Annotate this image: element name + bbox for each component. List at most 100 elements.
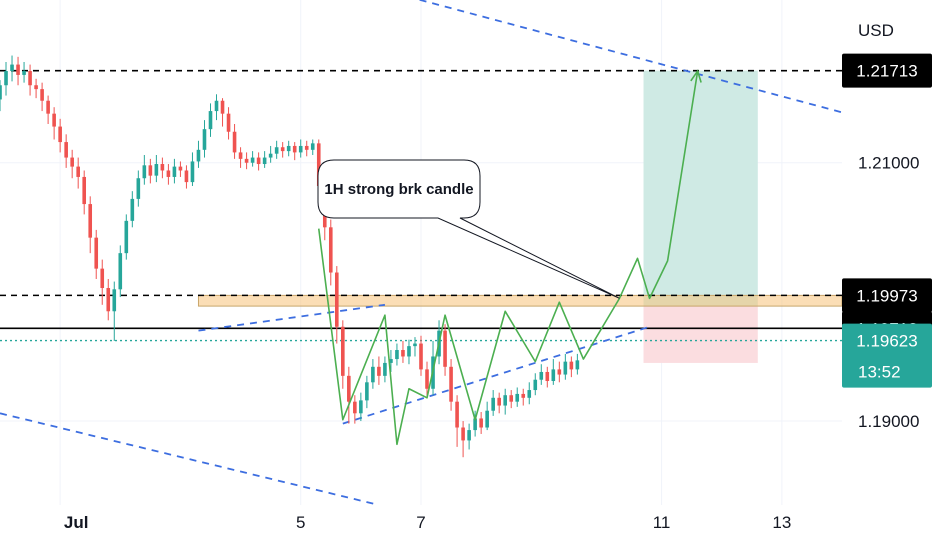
candle-body — [485, 410, 489, 428]
candle-body — [557, 369, 562, 375]
candle-body — [563, 361, 568, 375]
candle-body — [328, 227, 333, 273]
candle-body — [509, 395, 514, 402]
candle-body — [250, 157, 255, 163]
candle-body — [521, 393, 526, 398]
candle-body — [467, 430, 471, 441]
candle-body — [262, 157, 267, 165]
candle-body — [419, 343, 423, 370]
candle-body — [52, 113, 56, 127]
projection-path[interactable] — [317, 69, 702, 446]
candle-body — [425, 369, 429, 389]
candle-body — [515, 393, 520, 402]
candle-body — [160, 164, 165, 171]
long-position-tool[interactable] — [643, 70, 758, 363]
candle-body — [112, 289, 117, 312]
time-tick-label: 13 — [772, 513, 791, 532]
candle-body — [136, 178, 141, 199]
candle-body — [479, 418, 483, 428]
price-badge-value: 1.21713 — [856, 62, 917, 81]
candle-body — [94, 237, 99, 269]
candle-body — [286, 145, 291, 152]
candle-body — [377, 366, 381, 376]
candle-body — [539, 371, 544, 380]
candle-body — [58, 126, 62, 143]
callout-text: 1H strong brk candle — [324, 181, 473, 198]
stop-area — [643, 306, 758, 363]
breakout-zone-rect — [197, 294, 843, 307]
candle-body — [40, 89, 44, 101]
price-badge-value: 1.19973 — [856, 286, 917, 305]
candle-body — [22, 71, 26, 75]
candle-body — [491, 397, 495, 411]
projection-polyline — [317, 70, 699, 446]
candle-body — [575, 360, 580, 370]
candle-body — [371, 366, 375, 383]
candle-body — [443, 330, 447, 367]
price-badge-value: 1.19623 — [856, 332, 917, 351]
candle-body — [178, 166, 183, 171]
candle-body — [148, 165, 153, 176]
candle-body — [100, 268, 105, 289]
candle-body — [232, 131, 237, 153]
price-badge-target — [842, 53, 932, 88]
profit-area — [643, 70, 758, 307]
candle-body — [142, 165, 147, 179]
countdown-timer: 13:52 — [858, 363, 901, 382]
price-tick-label: 1.21000 — [858, 154, 919, 173]
candle-body — [473, 418, 477, 431]
time-tick-label: Jul — [64, 513, 89, 532]
candle-body — [407, 346, 411, 357]
trendline — [198, 303, 386, 332]
candle-body — [88, 204, 93, 238]
candle-body — [220, 100, 225, 114]
candle-body — [298, 145, 303, 153]
candle-body — [334, 272, 339, 327]
candle-body — [184, 170, 189, 183]
candle-body — [10, 64, 14, 72]
candle-body — [16, 64, 20, 75]
currency-label: USD — [858, 21, 894, 40]
candle-body — [310, 143, 315, 150]
candle-body — [166, 170, 171, 177]
candle-body — [551, 369, 556, 382]
candle-body — [34, 85, 38, 90]
candle-body — [353, 401, 357, 414]
candle-body — [569, 361, 574, 370]
candle-body — [449, 366, 453, 402]
candle-body — [172, 166, 177, 177]
price-badge-zone-top — [842, 278, 932, 313]
candle-body — [341, 326, 345, 376]
candle-body — [268, 153, 273, 158]
candle-body — [202, 129, 207, 150]
candle-body — [280, 147, 285, 152]
price-axis[interactable]: USD 1.21000 1.19000 — [858, 21, 919, 431]
candle-body — [389, 359, 393, 363]
candle-body — [359, 400, 363, 414]
candle-body — [196, 149, 201, 162]
breakout-zone[interactable] — [197, 294, 843, 307]
candle-body — [46, 100, 50, 114]
candle-body — [497, 397, 501, 406]
candle-body — [455, 401, 459, 428]
candle-body — [76, 166, 80, 177]
time-axis[interactable]: Jul 5 7 11 13 — [64, 513, 791, 532]
callout-annotation[interactable]: 1H strong brk candle — [317, 159, 620, 299]
candle-body — [106, 288, 111, 312]
callout-bubble — [317, 159, 620, 299]
candle-body — [316, 143, 321, 186]
candle-body — [208, 111, 213, 130]
candle-body — [154, 164, 159, 176]
candle-body — [64, 142, 68, 158]
candle-body — [413, 343, 417, 347]
candle-body — [347, 375, 351, 402]
candle-body — [118, 253, 123, 290]
candle-body — [0, 85, 2, 100]
candle-body — [527, 390, 532, 398]
candle-body — [395, 350, 399, 360]
candle-body — [461, 427, 465, 441]
candle-body — [244, 158, 249, 163]
candle-body — [4, 71, 8, 86]
